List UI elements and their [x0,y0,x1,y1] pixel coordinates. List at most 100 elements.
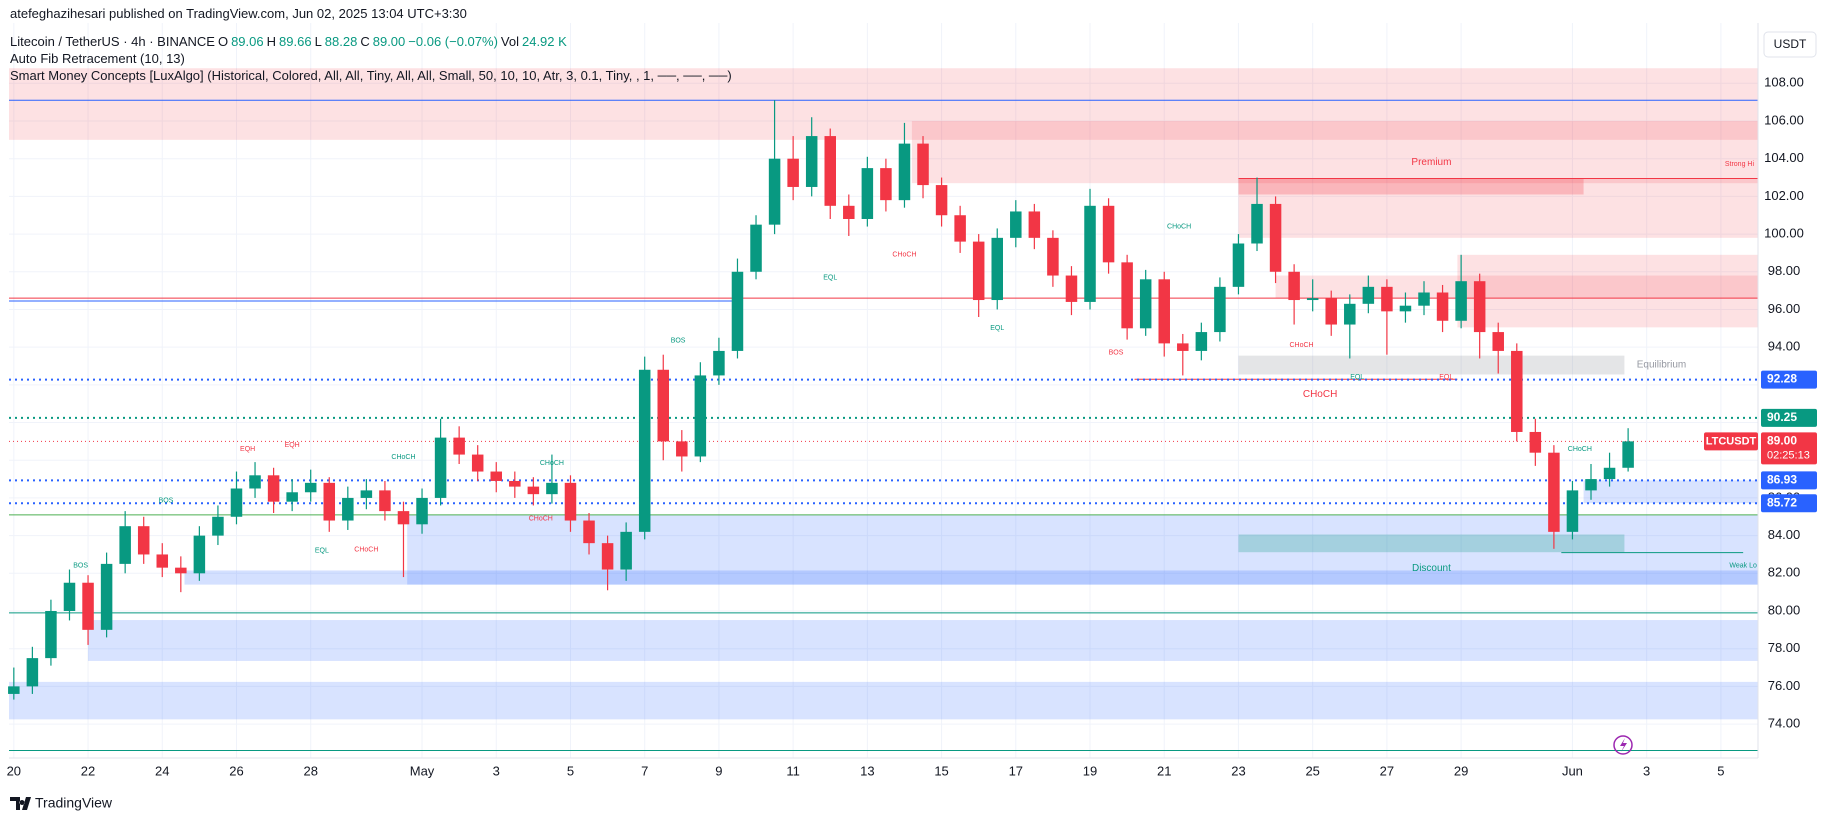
plot-area: Premium Equilibrium Discount CHoCH Strong Hi… [8,23,1758,758]
legend-key: Vol [500,34,519,49]
candle [917,136,929,199]
candle-body [657,369,670,442]
candle [82,575,94,645]
candle [1195,322,1208,361]
candle [527,477,540,506]
candle-body [1251,203,1263,244]
candle [1306,279,1319,312]
candle [638,356,651,540]
candle-body [1047,237,1059,276]
candle-body [1288,271,1300,301]
candle-body [601,543,614,570]
candle-body [1177,343,1189,351]
candle [175,556,187,593]
currency-label[interactable]: USDT [1774,37,1807,51]
candle-body [843,205,855,219]
annotation: CHoCH [1289,342,1313,349]
event-icon-bolt [1620,738,1627,752]
zone [1238,178,1584,195]
candle-body [471,454,484,472]
y-tick-label: 84.00 [1768,527,1801,542]
legend-key: H [266,34,277,49]
price-tag [1761,471,1817,490]
legend-key: C [360,34,370,49]
candle [880,158,892,212]
candle-body [1102,205,1115,263]
candle-body [1121,262,1133,329]
candle-body [304,482,317,493]
annotation: BOS [73,563,88,570]
zone [407,514,1758,585]
price-tag-label: 92.28 [1767,372,1797,386]
candle [768,100,781,235]
candle [304,469,317,502]
x-tick-label: May [410,763,435,778]
candle-body [583,520,595,544]
candle-body [82,582,94,630]
annotation: CHoCH [1568,446,1592,453]
candle [1436,284,1449,333]
candle [1084,188,1096,310]
x-tick-label: 5 [567,763,574,778]
annotation: BOS [671,337,686,344]
candle [1251,177,1263,252]
candle [193,526,206,581]
symbol-tag-label: LTCUSDT [1706,435,1757,447]
candle [1566,480,1579,540]
annotation: CHoCH [892,252,916,259]
candle-body [768,158,781,225]
candle-body [564,482,577,521]
legend-key: O [217,34,229,49]
annotation: Premium [1411,157,1451,168]
event-icon[interactable] [1613,735,1633,755]
zone [9,681,1758,720]
candle-body [731,271,744,351]
legend-value: 89.66 [279,34,312,49]
y-tick-label: 100.00 [1764,226,1804,241]
candle-body [1344,303,1356,325]
candle [286,479,298,512]
y-tick-label: 74.00 [1768,716,1801,731]
annotation: BOS [1109,350,1124,357]
candle-body [1306,298,1319,301]
candle-body [1195,332,1208,351]
price-tag-label: 85.72 [1767,495,1797,509]
zone [88,620,1758,661]
candle [267,467,280,513]
x-tick-label: 15 [934,763,948,778]
candle-body [861,168,874,219]
candle [787,136,799,201]
brand: TradingView [35,795,113,811]
candle [713,337,725,385]
legend-value: 89.00 [372,34,406,49]
candle [1511,343,1523,442]
candle [843,194,855,236]
y-tick-label: 102.00 [1764,188,1804,203]
zone [1238,178,1758,238]
candle [1529,418,1542,466]
candle [1269,196,1282,284]
candle [1622,428,1634,472]
candle [861,156,874,227]
x-tick-label: 9 [715,763,722,778]
candle [1455,254,1467,329]
candle-body [1492,332,1504,351]
candle [731,258,744,359]
candle [416,488,428,534]
candle [694,362,707,463]
legend-change: −0.06 (−0.07%) [408,34,498,49]
currency-button[interactable] [1763,31,1817,58]
candle [249,462,261,498]
candle [1028,203,1041,250]
candle-body [1548,452,1560,532]
candle-body [750,224,762,272]
candle-body [694,375,707,457]
indicator: Auto Fib Retracement (10, 13) [10,51,188,66]
candle [342,486,354,530]
y-tick-label: 108.00 [1764,75,1804,90]
x-tick-label: 11 [786,763,800,778]
candle-body [286,492,298,502]
annotation: EQH [285,442,300,449]
candle [805,117,818,197]
